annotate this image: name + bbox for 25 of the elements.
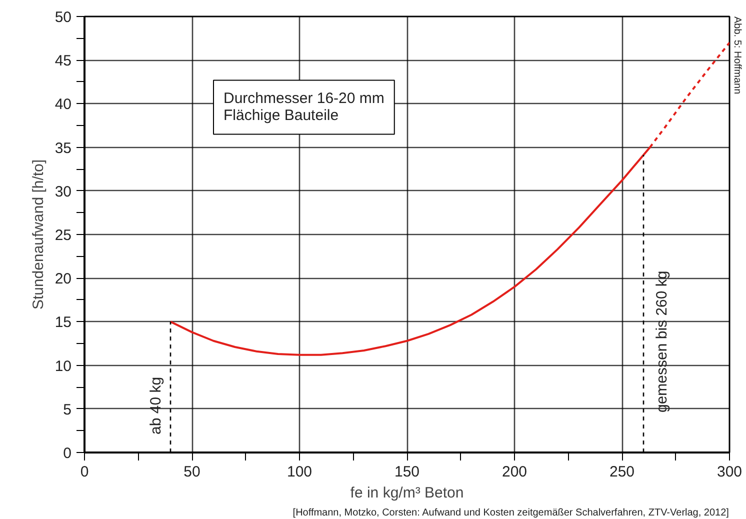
x-tick-label: 200 xyxy=(502,464,528,480)
x-tick-label: 0 xyxy=(80,464,89,480)
y-tick-label: 25 xyxy=(54,227,72,244)
ref-line-label: ab 40 kg xyxy=(148,376,164,434)
y-tick-label: 15 xyxy=(54,314,72,332)
y-tick-label: 20 xyxy=(54,270,72,288)
y-tick-label: 5 xyxy=(63,401,72,418)
x-tick-label: 50 xyxy=(184,464,200,480)
text: [Hoffmann, Motzko, Corsten: Aufwand und Kosten zeitgemäßer Schalverfahren, ZTV-Verlag, 2012] xyxy=(292,508,730,518)
y-axis-title: Stundenaufwand [h/to] xyxy=(30,159,47,310)
y-tick-label: 10 xyxy=(54,358,72,375)
y-tick-label: 0 xyxy=(63,445,72,462)
x-axis-title: fe in kg/m³ Beton xyxy=(350,484,464,502)
x-tick-label: 150 xyxy=(394,464,420,480)
x-tick-label: 100 xyxy=(286,464,312,480)
y-tick-label: 40 xyxy=(54,96,72,114)
x-tick-label: 300 xyxy=(716,464,742,480)
y-tick-label: 50 xyxy=(54,9,72,26)
y-tick-label: 45 xyxy=(54,52,72,70)
ref-line-label: gemessen bis 260 kg xyxy=(654,270,670,412)
caption: Abb. 5: Hoffmann xyxy=(732,16,742,94)
x-tick-label: 250 xyxy=(609,464,635,480)
y-tick-label: 35 xyxy=(54,140,72,157)
y-tick-label: 30 xyxy=(54,183,72,200)
annotation: Durchmesser 16-20 mm Flächige Bauteile xyxy=(224,90,384,124)
